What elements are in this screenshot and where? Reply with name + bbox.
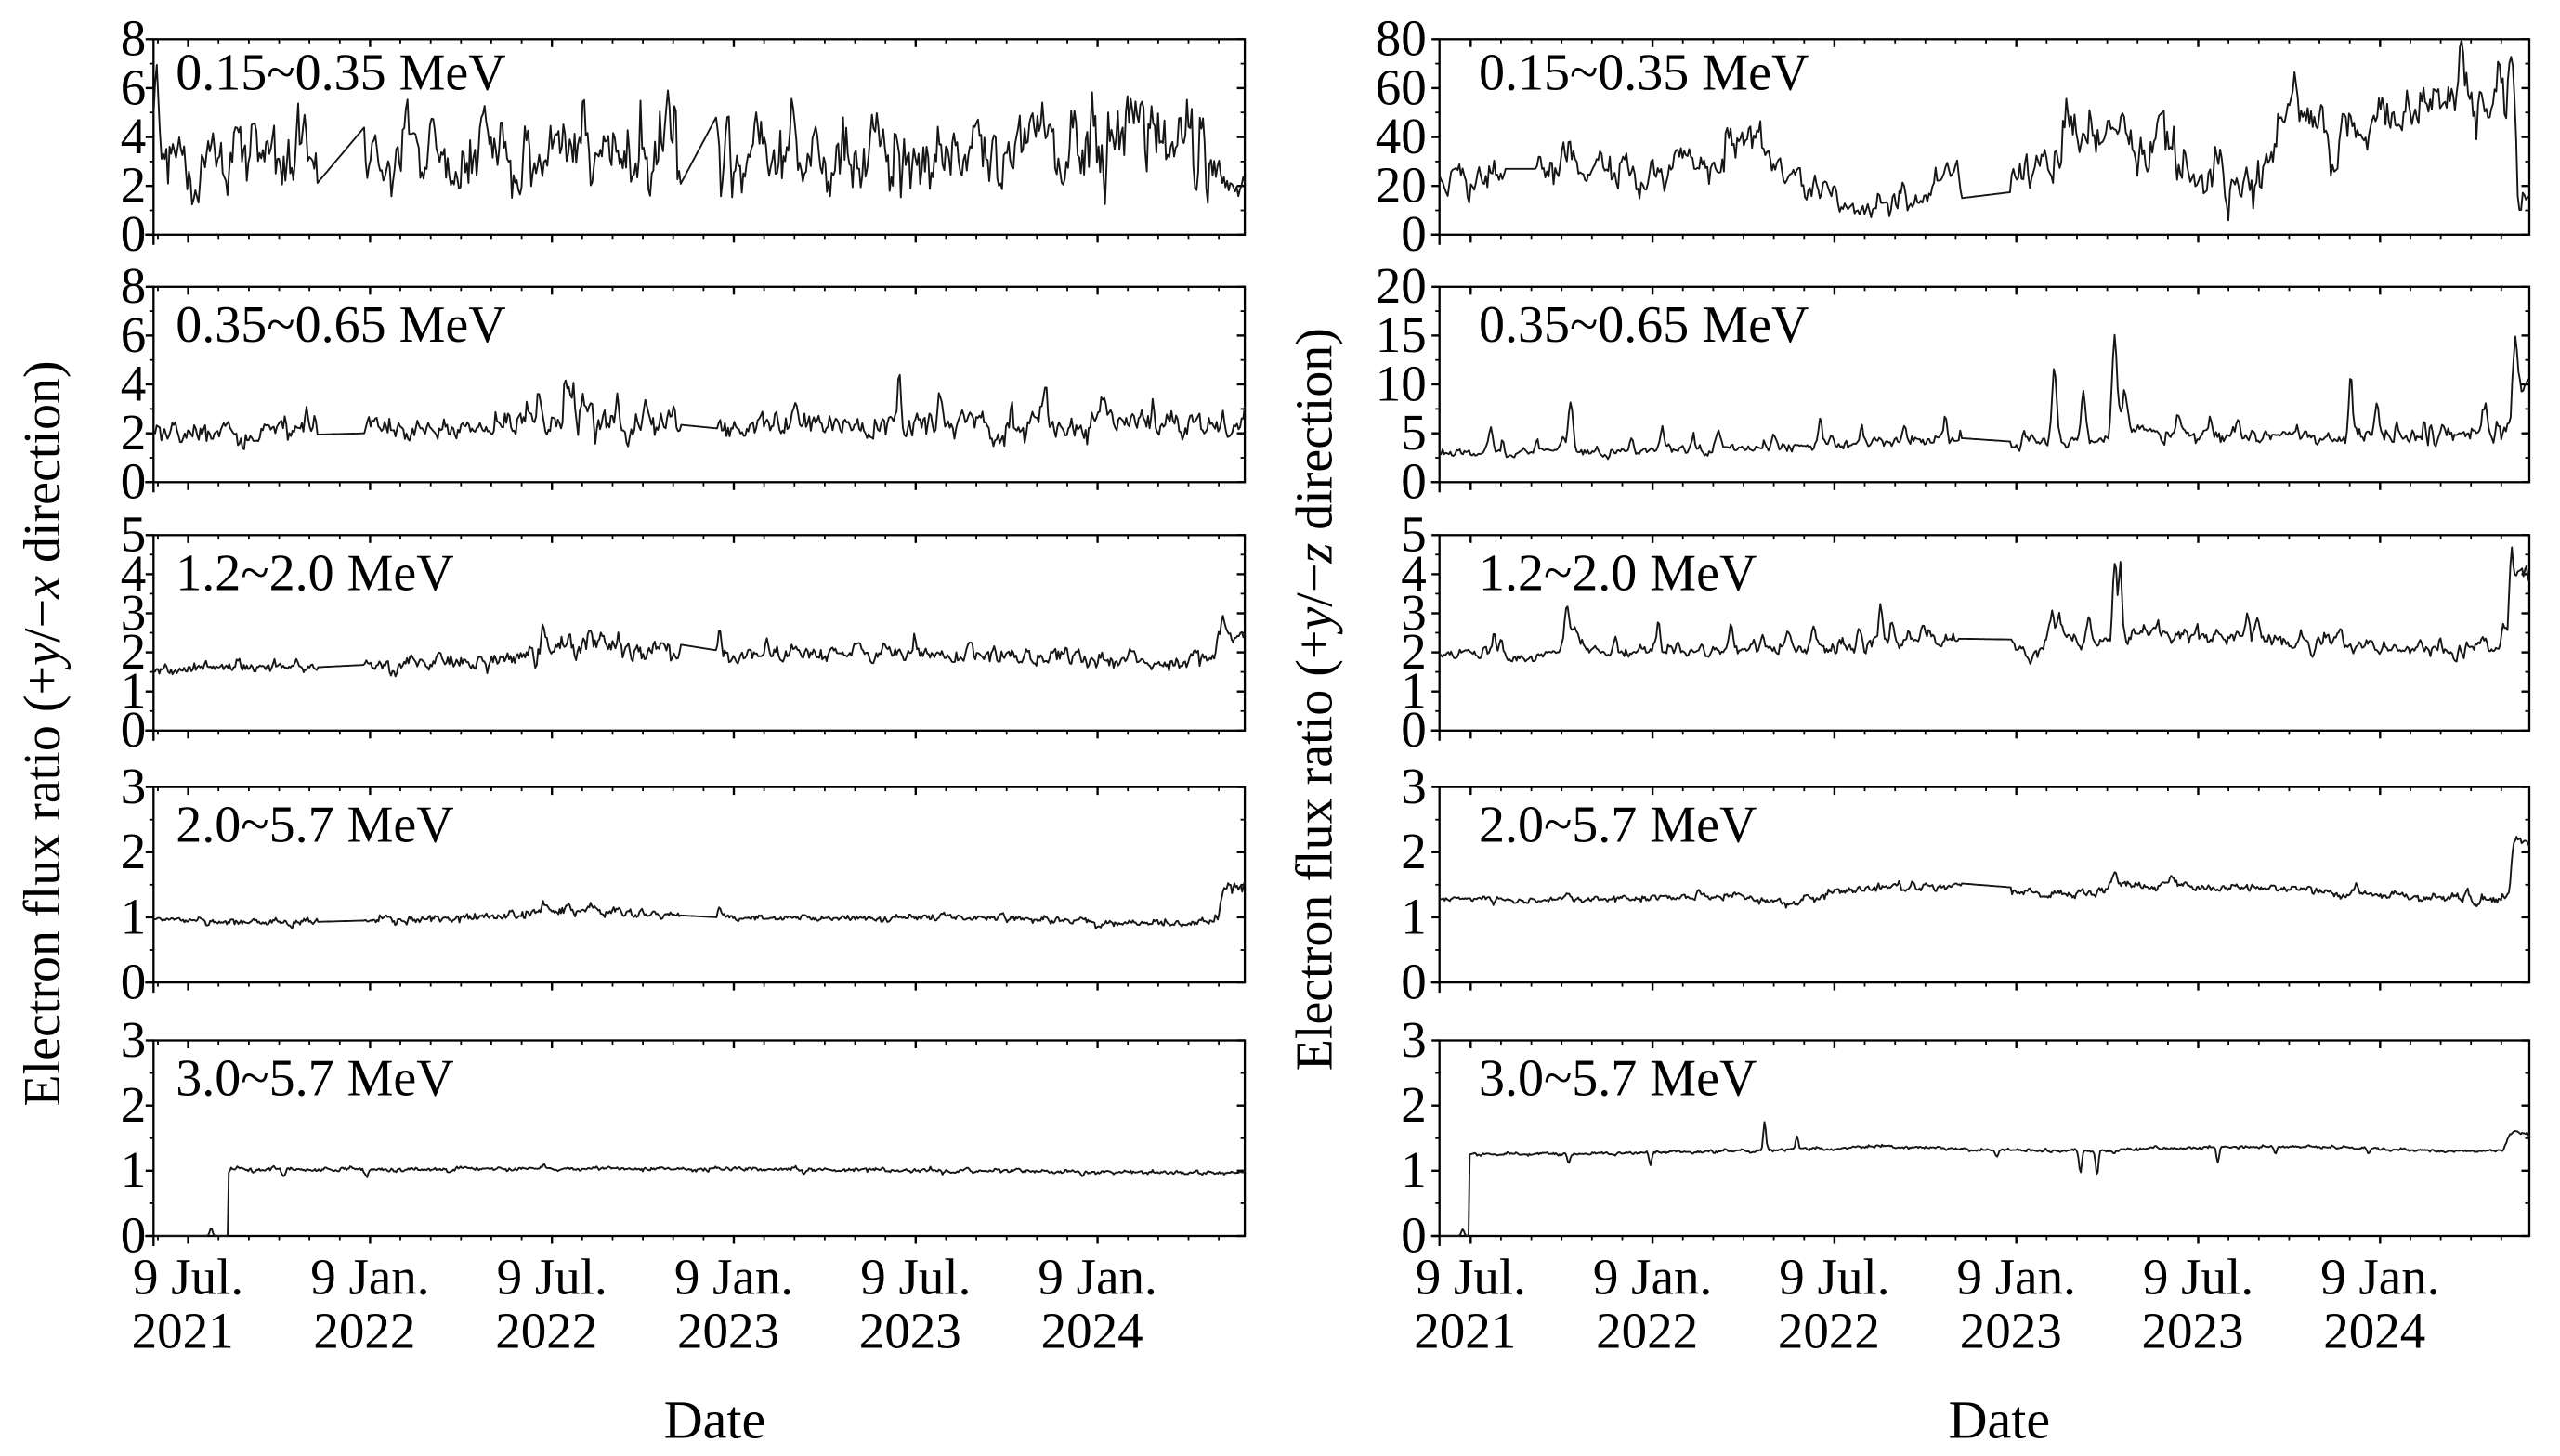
svg-text:2024: 2024	[1041, 1303, 1143, 1359]
svg-text:3: 3	[121, 758, 147, 814]
svg-text:0: 0	[1401, 1206, 1427, 1263]
svg-text:2: 2	[1401, 823, 1427, 879]
svg-text:5: 5	[1401, 404, 1427, 461]
svg-text:3: 3	[1401, 584, 1427, 641]
svg-text:9 Jan.: 9 Jan.	[1593, 1248, 1712, 1305]
svg-text:0: 0	[121, 1206, 147, 1263]
svg-text:0.35~0.65 MeV: 0.35~0.65 MeV	[1479, 296, 1809, 354]
svg-text:0.15~0.35 MeV: 0.15~0.35 MeV	[176, 44, 505, 101]
svg-text:0.15~0.35 MeV: 0.15~0.35 MeV	[1479, 44, 1809, 101]
svg-text:9 Jan.: 9 Jan.	[1038, 1248, 1156, 1305]
svg-text:2024: 2024	[2323, 1303, 2425, 1359]
svg-text:1: 1	[1401, 888, 1427, 944]
svg-text:2: 2	[121, 1076, 147, 1133]
svg-text:9 Jan.: 9 Jan.	[310, 1248, 429, 1305]
svg-text:3: 3	[121, 1011, 147, 1068]
svg-text:8: 8	[121, 10, 147, 67]
svg-text:6: 6	[121, 306, 147, 363]
svg-text:4: 4	[121, 108, 147, 164]
svg-text:0.35~0.65 MeV: 0.35~0.65 MeV	[176, 296, 505, 354]
svg-text:2022: 2022	[1596, 1303, 1698, 1359]
svg-text:0: 0	[1401, 701, 1427, 758]
svg-text:Date: Date	[664, 1390, 766, 1450]
svg-text:0: 0	[121, 701, 147, 758]
svg-text:1: 1	[1401, 662, 1427, 719]
svg-text:0: 0	[1401, 453, 1427, 510]
svg-text:5: 5	[121, 506, 147, 563]
svg-text:1.2~2.0 MeV: 1.2~2.0 MeV	[176, 544, 453, 602]
svg-text:2: 2	[121, 157, 147, 214]
svg-text:1: 1	[121, 1141, 147, 1198]
svg-text:1: 1	[1401, 1141, 1427, 1198]
svg-text:2.0~5.7 MeV: 2.0~5.7 MeV	[176, 797, 453, 854]
svg-text:2: 2	[1401, 1076, 1427, 1133]
svg-text:2022: 2022	[495, 1303, 597, 1359]
svg-text:0: 0	[121, 205, 147, 262]
svg-text:4: 4	[121, 545, 147, 602]
svg-text:9 Jan.: 9 Jan.	[1957, 1248, 2076, 1305]
svg-text:20: 20	[1376, 157, 1427, 214]
svg-text:2: 2	[1401, 623, 1427, 680]
svg-text:20: 20	[1376, 257, 1427, 314]
svg-text:Date: Date	[1949, 1390, 2051, 1450]
svg-text:3.0~5.7 MeV: 3.0~5.7 MeV	[176, 1050, 453, 1108]
svg-text:3: 3	[1401, 758, 1427, 814]
svg-text:3: 3	[121, 584, 147, 641]
svg-text:9 Jul.: 9 Jul.	[2143, 1248, 2253, 1305]
svg-text:1: 1	[121, 888, 147, 944]
svg-text:2021: 2021	[132, 1303, 234, 1359]
svg-text:9 Jan.: 9 Jan.	[2320, 1248, 2439, 1305]
svg-text:Electron flux ratio (+y/−x dir: Electron flux ratio (+y/−x direction)	[14, 360, 72, 1106]
svg-text:8: 8	[121, 257, 147, 314]
svg-text:2: 2	[121, 823, 147, 879]
svg-text:40: 40	[1376, 108, 1427, 164]
svg-text:10: 10	[1376, 355, 1427, 411]
svg-text:2023: 2023	[1960, 1303, 2062, 1359]
svg-text:2: 2	[121, 404, 147, 461]
svg-text:0: 0	[121, 453, 147, 510]
svg-text:9 Jul.: 9 Jul.	[1779, 1248, 1889, 1305]
svg-text:9 Jul.: 9 Jul.	[133, 1248, 243, 1305]
svg-text:2: 2	[121, 623, 147, 680]
svg-text:0: 0	[1401, 954, 1427, 1010]
svg-text:2021: 2021	[1414, 1303, 1516, 1359]
svg-text:15: 15	[1376, 306, 1427, 363]
svg-text:2022: 2022	[1778, 1303, 1880, 1359]
svg-text:9 Jul.: 9 Jul.	[860, 1248, 971, 1305]
svg-text:2023: 2023	[677, 1303, 779, 1359]
svg-text:9 Jan.: 9 Jan.	[674, 1248, 793, 1305]
svg-text:2023: 2023	[859, 1303, 961, 1359]
svg-text:80: 80	[1376, 10, 1427, 67]
svg-text:1.2~2.0 MeV: 1.2~2.0 MeV	[1479, 544, 1757, 602]
svg-text:0: 0	[1401, 205, 1427, 262]
svg-text:60: 60	[1376, 58, 1427, 115]
svg-text:2022: 2022	[313, 1303, 415, 1359]
svg-text:4: 4	[1401, 545, 1427, 602]
svg-text:5: 5	[1401, 506, 1427, 563]
svg-text:1: 1	[121, 662, 147, 719]
svg-text:9 Jul.: 9 Jul.	[1416, 1248, 1526, 1305]
svg-text:0: 0	[121, 954, 147, 1010]
svg-text:6: 6	[121, 58, 147, 115]
svg-text:2023: 2023	[2142, 1303, 2244, 1359]
svg-text:Electron flux ratio (+y/−z dir: Electron flux ratio (+y/−z direction)	[1287, 328, 1344, 1071]
svg-text:3: 3	[1401, 1011, 1427, 1068]
svg-text:3.0~5.7 MeV: 3.0~5.7 MeV	[1479, 1050, 1757, 1108]
svg-text:4: 4	[121, 355, 147, 411]
svg-text:2.0~5.7 MeV: 2.0~5.7 MeV	[1479, 797, 1757, 854]
svg-text:9 Jul.: 9 Jul.	[497, 1248, 607, 1305]
